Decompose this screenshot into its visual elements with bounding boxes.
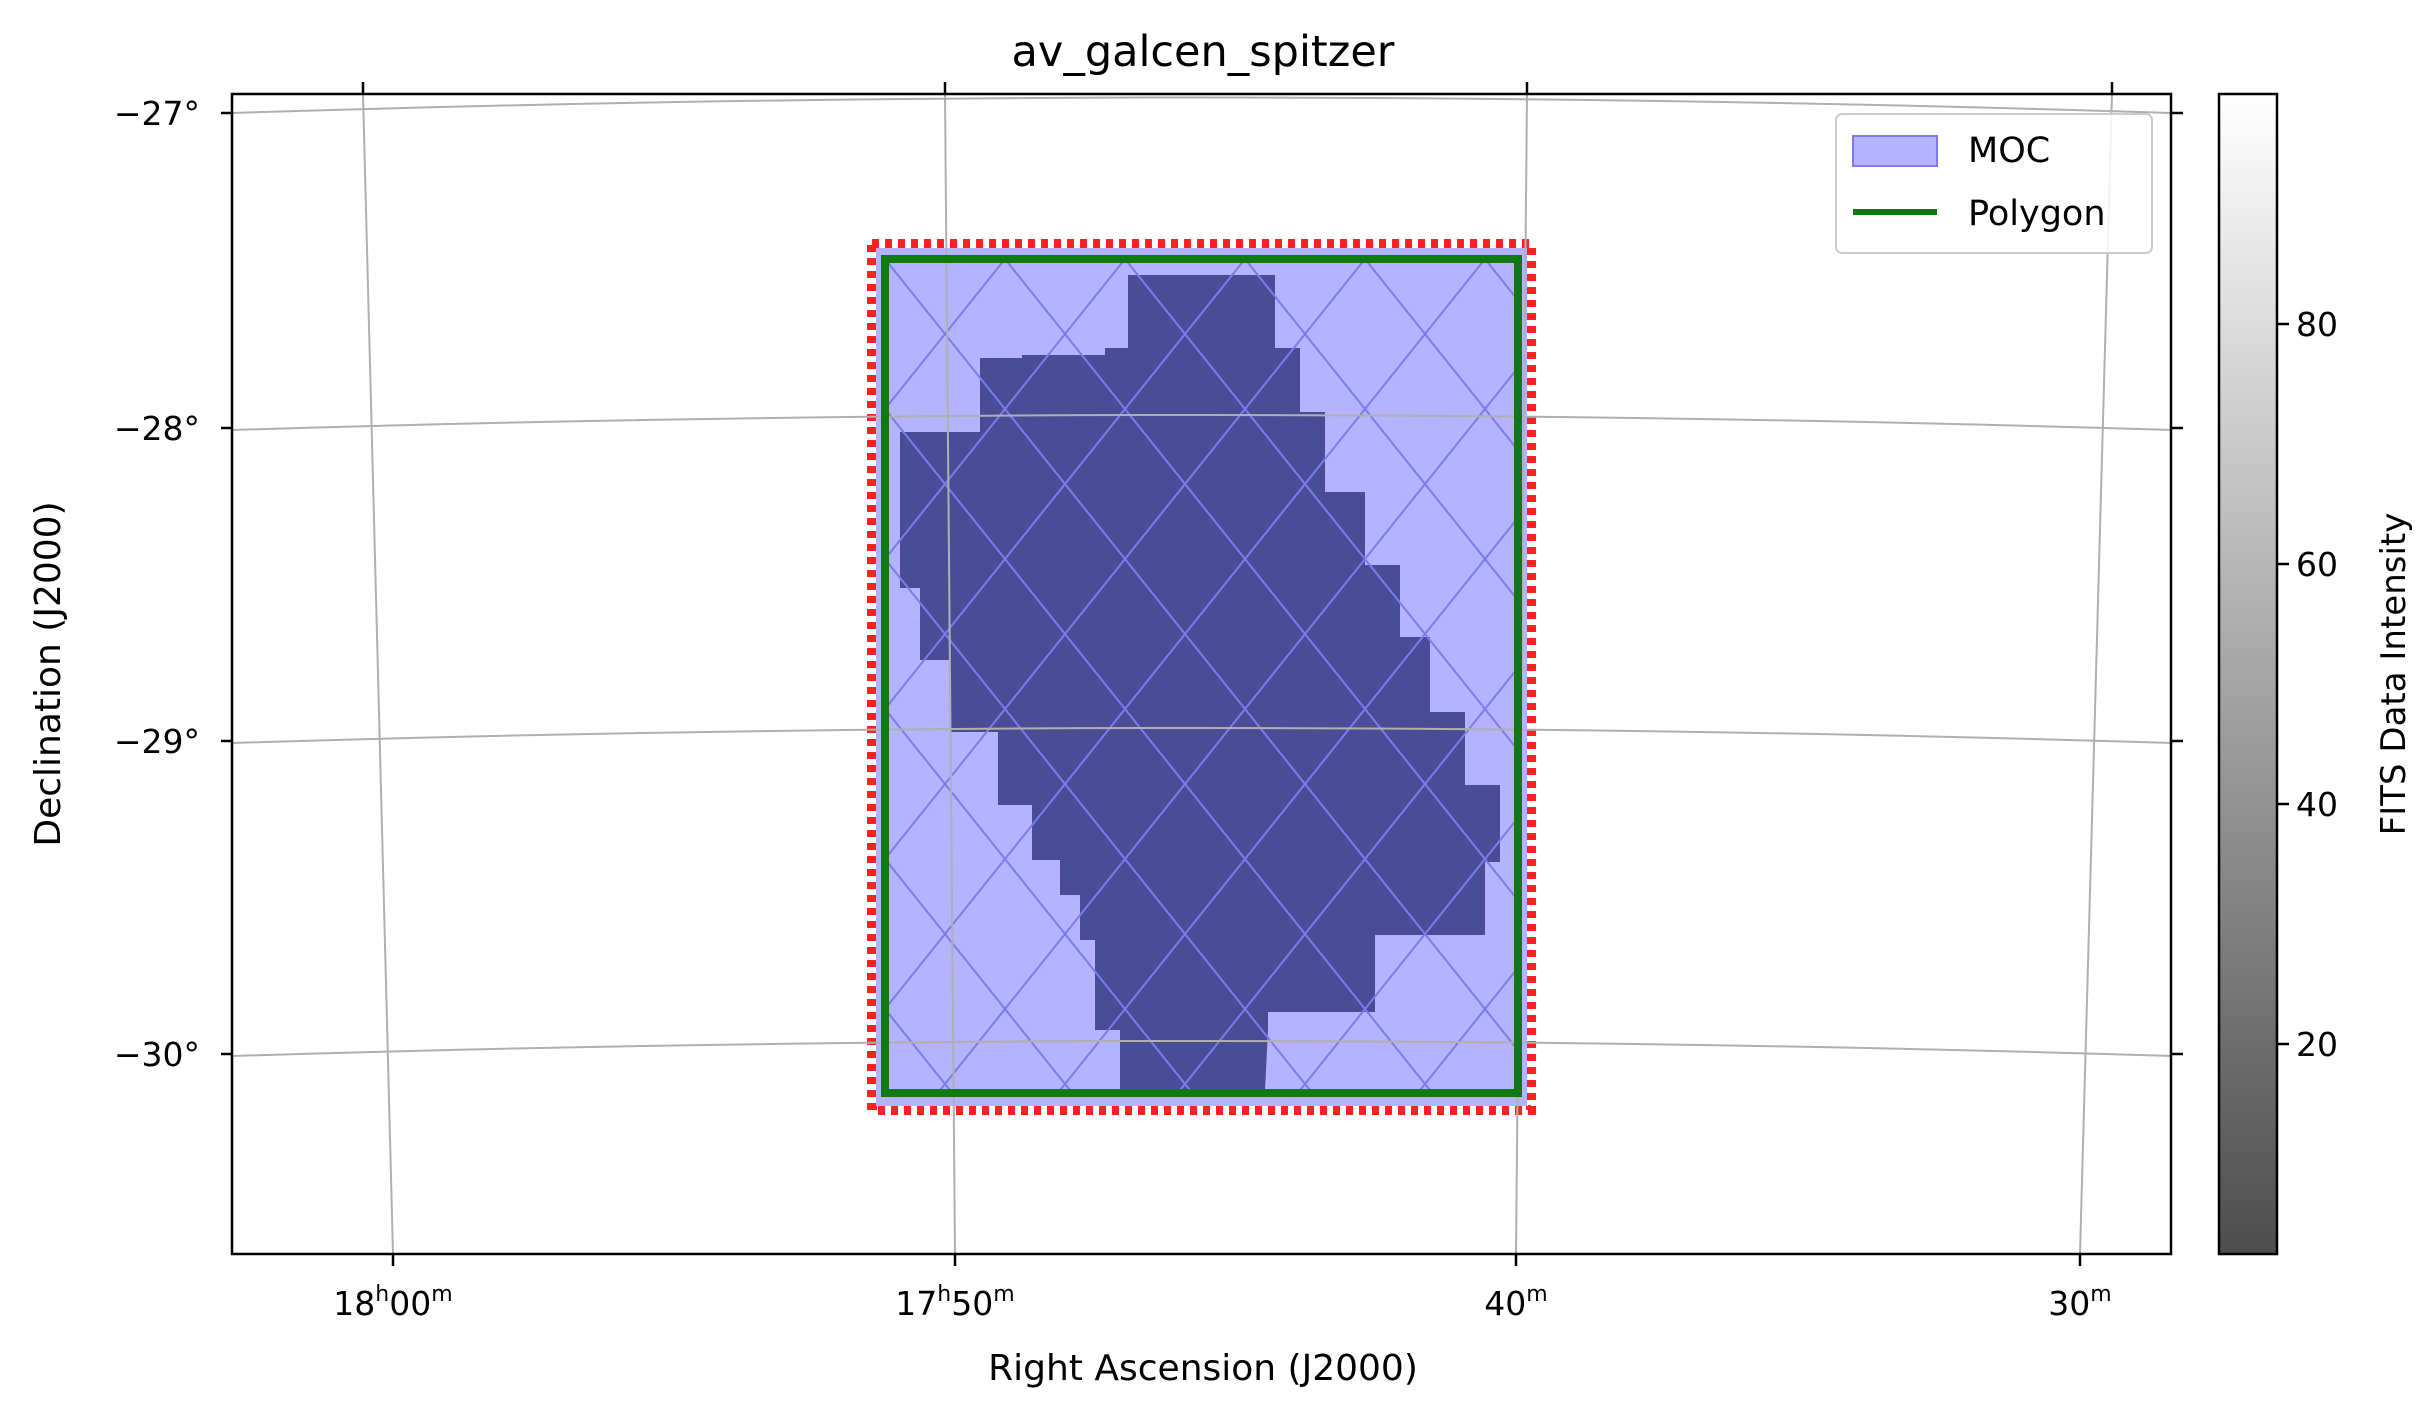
y-tick-label: −29° — [114, 722, 200, 761]
grid — [232, 94, 2171, 1254]
colorbar-tick-label: 40 — [2296, 785, 2338, 824]
y-tick-label: −28° — [114, 409, 200, 448]
legend-moc-label: MOC — [1968, 131, 2050, 171]
colorbar: 20 40 60 80 FITS Data Intensity — [2217, 92, 2414, 1256]
legend: MOC Polygon — [1835, 113, 2153, 254]
colorbar-tick-label: 20 — [2296, 1025, 2338, 1064]
x-tick-label: 18h00m — [333, 1282, 452, 1323]
x-axis-title: Right Ascension (J2000) — [988, 1348, 1418, 1389]
x-tick-label: 17h50m — [895, 1282, 1014, 1323]
y-tick-label: −30° — [114, 1035, 200, 1074]
colorbar-title: FITS Data Intensity — [2374, 513, 2414, 836]
legend-moc-swatch — [1852, 135, 1938, 167]
chart-title: av_galcen_spitzer — [1012, 27, 1395, 77]
axis-ticks — [221, 82, 2183, 1266]
moc-border — [867, 239, 1536, 1115]
polygon-outline — [881, 255, 1522, 1097]
colorbar-tick-label: 60 — [2296, 545, 2338, 584]
moc-hatch — [885, 259, 1518, 1093]
y-axis-title: Declination (J2000) — [28, 501, 69, 846]
axes-frame — [230, 92, 2173, 1256]
x-tick-label: 30m — [2048, 1282, 2111, 1323]
x-tick-label: 40m — [1484, 1282, 1547, 1323]
y-tick-label: −27° — [114, 94, 200, 133]
legend-polygon-label: Polygon — [1968, 194, 2106, 234]
colorbar-gradient — [2217, 92, 2279, 1256]
colorbar-tick-label: 80 — [2296, 305, 2338, 344]
